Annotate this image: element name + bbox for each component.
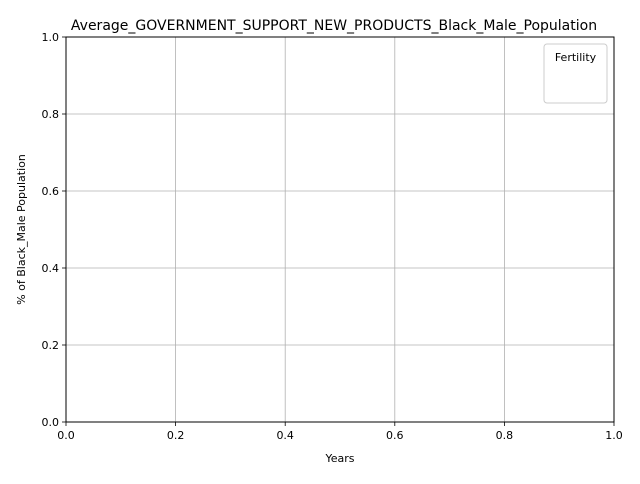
y-tick-label: 0.4 xyxy=(42,262,60,275)
grid xyxy=(65,36,615,423)
legend-box xyxy=(543,43,608,104)
legend: Fertility xyxy=(543,43,608,104)
y-tick-label: 1.0 xyxy=(42,31,60,44)
ticks: 0.0 0.2 0.4 0.6 0.8 1.0 0.0 0.2 0.4 0.6 0.8 1.0 xyxy=(42,31,623,442)
x-tick-label: 0.8 xyxy=(496,429,514,442)
y-tick-label: 0.2 xyxy=(42,339,60,352)
x-tick-label: 1.0 xyxy=(605,429,623,442)
legend-title: Fertility xyxy=(555,51,597,64)
x-tick-label: 0.0 xyxy=(57,429,75,442)
chart-title: Average_GOVERNMENT_SUPPORT_NEW_PRODUCTS_… xyxy=(71,18,597,34)
y-tick-label: 0.0 xyxy=(42,416,60,429)
y-tick-label: 0.8 xyxy=(42,108,60,121)
y-tick-label: 0.6 xyxy=(42,185,60,198)
y-axis-label: % of Black_Male Population xyxy=(15,154,28,305)
x-axis-label: Years xyxy=(324,452,354,465)
x-tick-label: 0.2 xyxy=(167,429,185,442)
x-tick-label: 0.6 xyxy=(386,429,404,442)
x-tick-label: 0.4 xyxy=(276,429,294,442)
plot-frame xyxy=(65,36,615,423)
